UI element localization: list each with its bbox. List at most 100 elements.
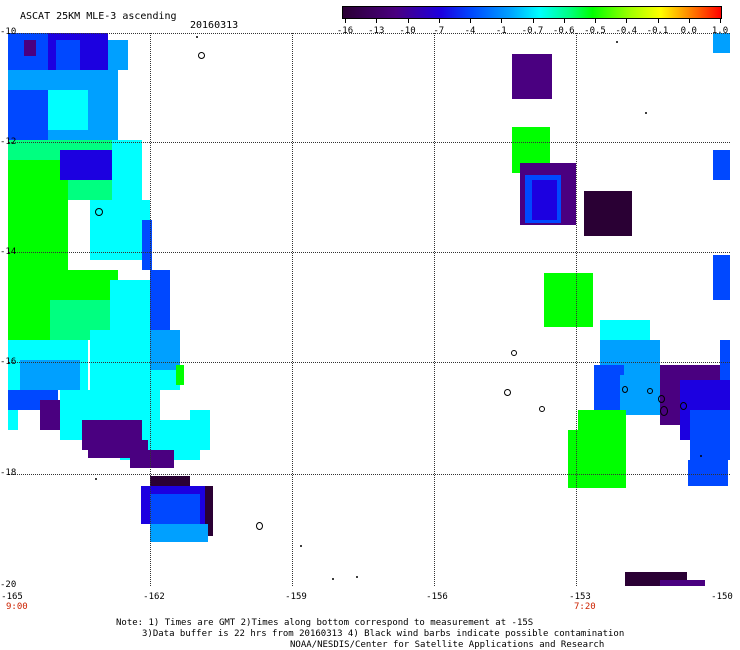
color-scale-label: -0.6 [552,26,575,36]
color-scale-label: -13 [368,26,385,36]
color-scale-tick [657,19,659,23]
color-scale-label: -4 [464,26,476,36]
island-dot [645,112,647,114]
wind-speed-cell [48,90,88,130]
note-line-1: Note: 1) Times are GMT 2)Times along bot… [116,618,534,628]
color-scale-label: -7 [433,26,445,36]
wind-map-area [8,33,730,586]
color-scale-label: -1 [495,26,507,36]
latitude-grid-line [8,142,730,143]
wind-speed-cell [108,40,128,70]
map-top-border [8,33,730,34]
time-label: 9:00 [6,602,28,612]
wind-speed-cell [60,150,115,180]
color-scale-tick [501,19,503,23]
color-scale-tick [563,19,565,23]
latitude-grid-line [8,474,730,475]
wind-speed-cell [720,340,730,380]
color-scale-tick [376,19,378,23]
wind-speed-cell [713,33,730,53]
island-dot [95,478,97,480]
island-outline [198,52,205,59]
wind-speed-cell [205,486,213,536]
longitude-grid-line [150,33,151,586]
wind-speed-cell [660,580,705,586]
color-scale-label: -0.4 [615,26,638,36]
wind-speed-cell [24,40,36,56]
wind-speed-cell [176,365,184,385]
wind-speed-cell [190,410,210,450]
island-outline [647,388,653,394]
lat-label: -20 [0,580,17,590]
island-dot [332,578,334,580]
wind-speed-cell [150,330,180,370]
color-scale-tick [407,19,409,23]
wind-speed-cell [584,191,632,236]
island-outline [504,389,511,396]
color-scale-label: -0.1 [646,26,669,36]
island-outline [658,395,665,403]
wind-speed-cell [150,494,200,524]
wind-speed-cell [690,410,730,460]
lon-label: -153 [569,592,591,602]
lat-label: -18 [0,468,17,478]
color-scale-tick [688,19,690,23]
wind-speed-cell [150,476,190,486]
wind-speed-cell [532,180,557,220]
island-dot [196,36,198,38]
lat-label: -14 [0,247,17,257]
island-dot [616,41,618,43]
color-scale-tick [595,19,596,23]
color-scale-tick [470,19,471,23]
wind-speed-cell [688,460,728,486]
wind-speed-cell [142,220,152,270]
color-scale-label: 0.0 [680,26,697,36]
lon-label: -165 [1,592,23,602]
lat-label: -10 [0,27,17,37]
lat-label: -12 [0,137,17,147]
wind-speed-cell [8,160,68,270]
note-line-3: NOAA/NESDIS/Center for Satellite Applica… [290,640,605,650]
island-outline [660,406,668,416]
wind-speed-cell [594,365,624,410]
wind-speed-cell [568,430,608,488]
island-outline [256,522,263,530]
wind-speed-cell [150,524,208,542]
lat-label: -16 [0,357,17,367]
color-scale-label: -10 [399,26,416,36]
wind-speed-cell [713,150,730,180]
color-scale-tick [720,19,721,23]
latitude-grid-line [8,252,730,253]
latitude-grid-line [8,362,730,363]
island-dot [356,576,358,578]
longitude-grid-line [576,33,577,586]
color-scale-tick [345,19,346,23]
wind-speed-cell [150,270,170,330]
color-scale-bar [342,6,722,19]
wind-speed-cell [512,54,552,99]
color-scale-tick [626,19,628,23]
wind-speed-cell [544,273,593,327]
map-date: 20160313 [190,20,239,31]
color-scale-label: -0.7 [521,26,544,36]
color-scale-label: -0.5 [584,26,606,36]
island-outline [680,402,687,410]
island-outline [95,208,103,216]
wind-speed-cell [20,360,80,390]
lon-label: -159 [285,592,307,602]
color-scale-label: 1.0 [711,26,729,36]
note-line-2: 3)Data buffer is 22 hrs from 20160313 4)… [142,629,625,639]
island-outline [622,386,628,393]
color-scale-label: -16 [336,26,354,36]
lon-label: -162 [143,592,165,602]
lon-label: -150 [711,592,733,602]
map-title: ASCAT 25KM MLE-3 ascending [20,11,177,22]
wind-speed-cell [130,450,174,468]
longitude-grid-line [434,33,435,586]
color-scale-tick [532,19,534,23]
island-outline [539,406,545,412]
wind-speed-cell [8,90,48,140]
time-label: 7:20 [574,602,596,612]
wind-speed-cell [713,255,730,300]
longitude-grid-line [292,33,293,586]
